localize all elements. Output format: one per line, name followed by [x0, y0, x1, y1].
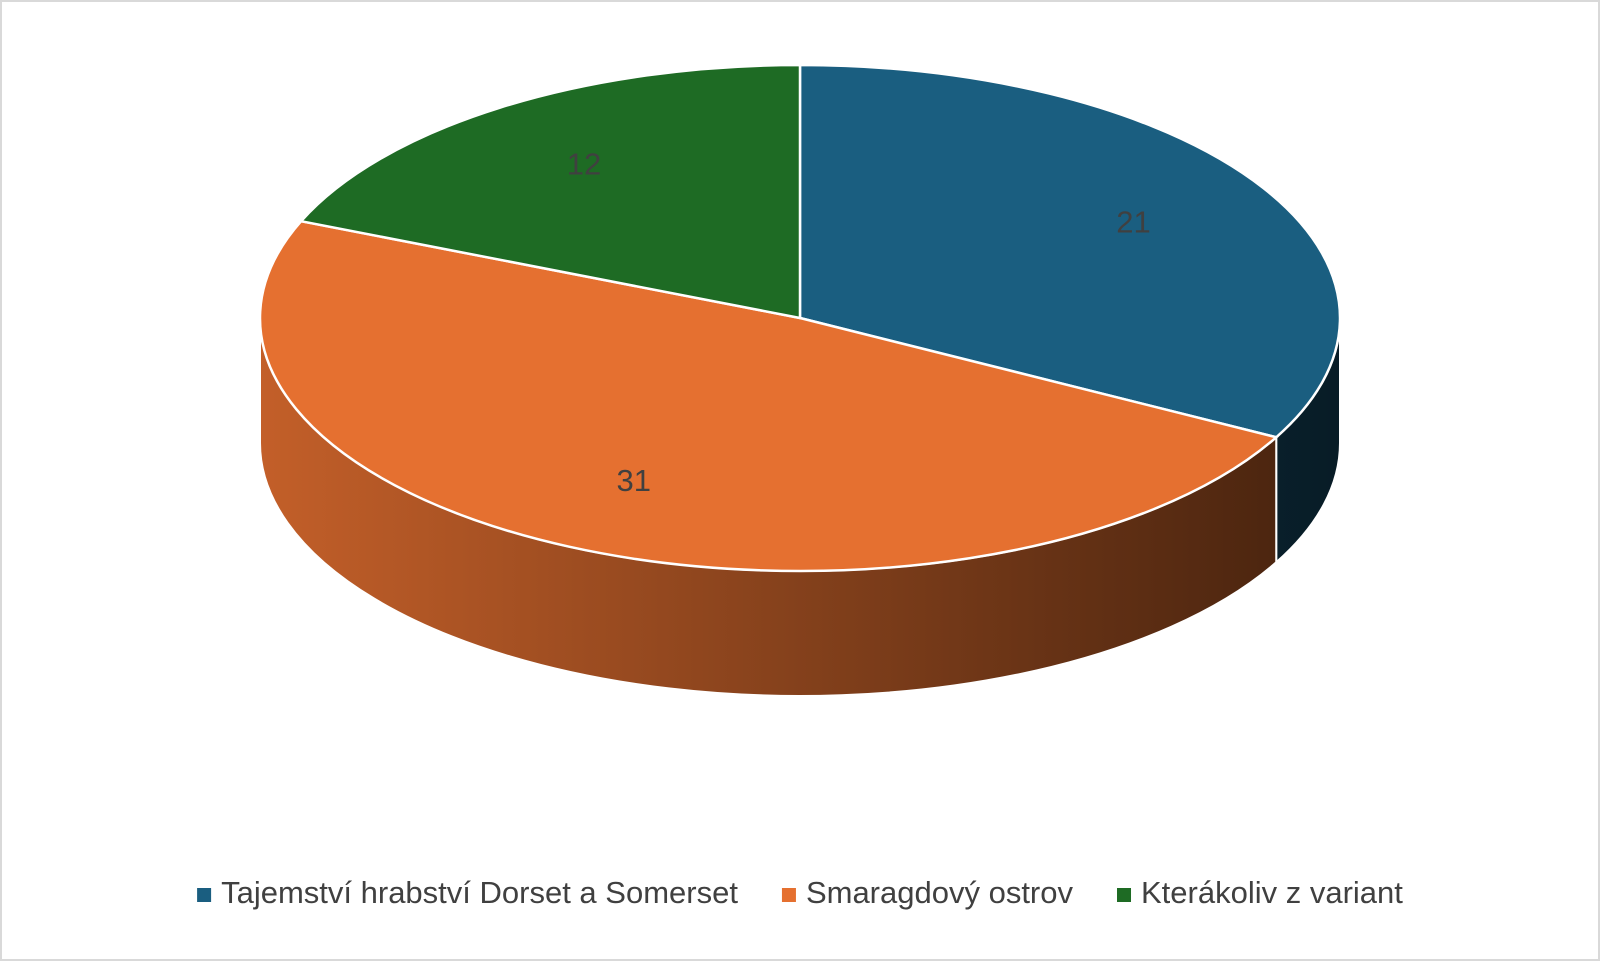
legend-swatch	[1117, 888, 1132, 902]
legend-swatch	[781, 888, 796, 902]
slice	[298, 63, 802, 320]
data-label: 12	[567, 147, 601, 182]
legend-label: Tajemství hrabství Dorset a Somerset	[221, 875, 738, 910]
legend-label: Smaragdový ostrov	[806, 875, 1074, 910]
legend-swatch	[197, 888, 212, 902]
legend-label: Kterákoliv z variant	[1141, 875, 1403, 910]
slice	[798, 63, 1342, 439]
data-label: 21	[1116, 205, 1150, 240]
data-label: 31	[617, 463, 651, 498]
slice	[258, 219, 1279, 573]
